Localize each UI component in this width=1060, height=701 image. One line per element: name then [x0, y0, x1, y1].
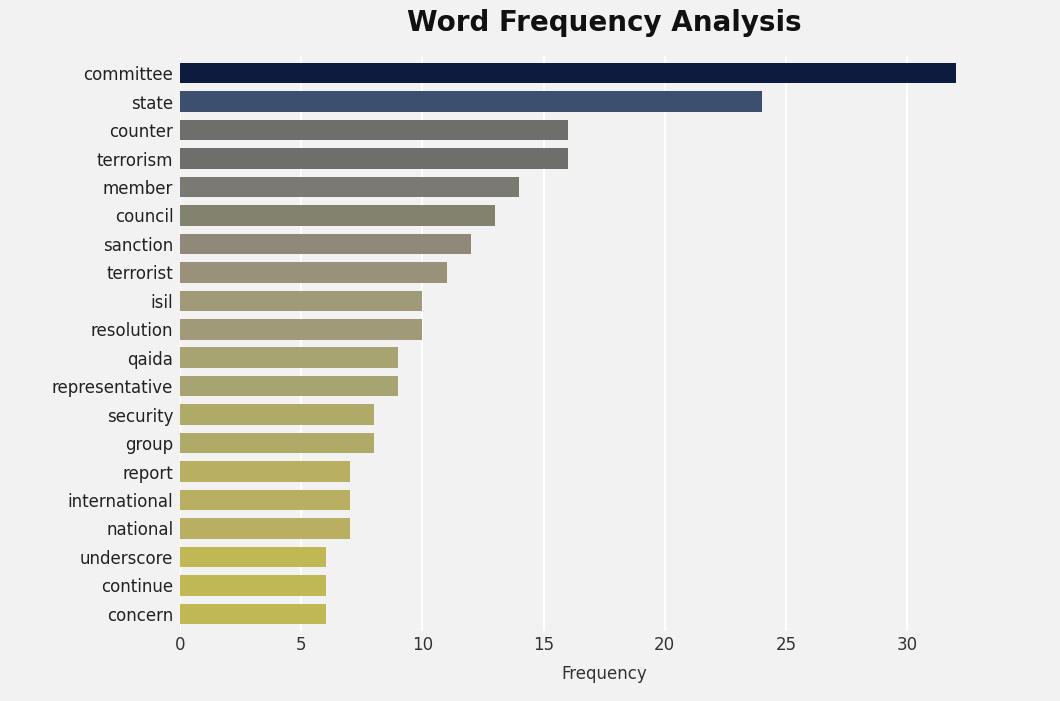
Bar	[180, 575, 325, 596]
Bar	[180, 319, 423, 339]
Bar	[180, 547, 325, 567]
Bar	[180, 348, 399, 368]
Bar	[180, 404, 374, 425]
Bar	[180, 290, 423, 311]
Bar	[180, 177, 519, 197]
X-axis label: Frequency: Frequency	[562, 665, 647, 683]
Bar	[180, 433, 374, 454]
Bar	[180, 461, 350, 482]
Bar	[180, 262, 446, 283]
Bar	[180, 233, 471, 254]
Bar	[180, 604, 325, 624]
Bar	[180, 376, 399, 397]
Bar	[180, 205, 495, 226]
Bar	[180, 91, 762, 112]
Title: Word Frequency Analysis: Word Frequency Analysis	[407, 9, 801, 37]
Bar	[180, 63, 955, 83]
Bar	[180, 149, 568, 169]
Bar	[180, 518, 350, 538]
Bar	[180, 120, 568, 140]
Bar	[180, 490, 350, 510]
